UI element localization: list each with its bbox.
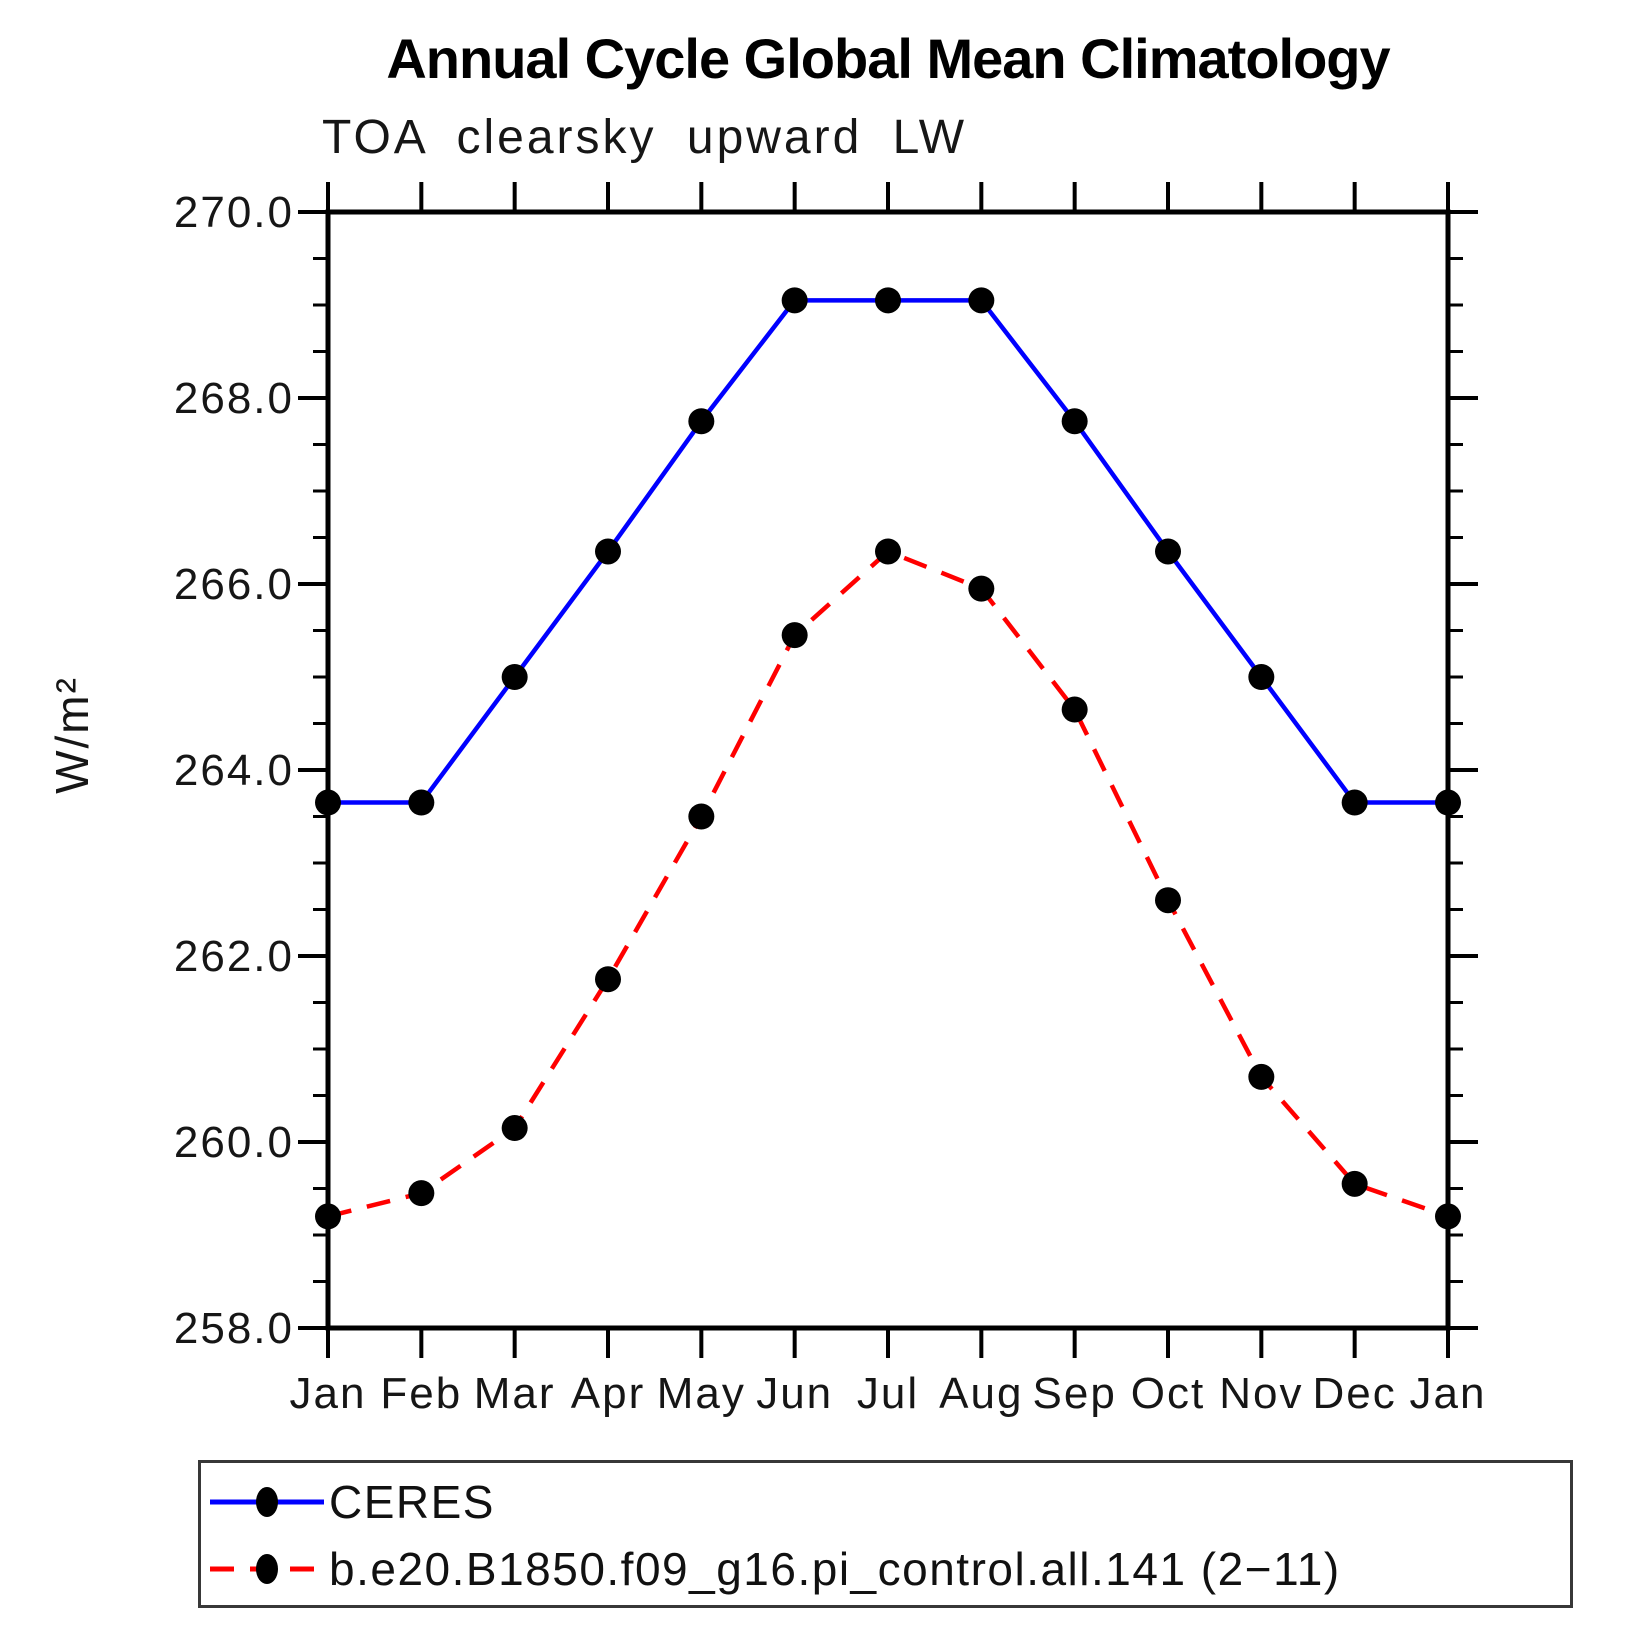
series-marker-model [688, 803, 715, 830]
plot-frame [325, 209, 1451, 1331]
y-tick-label: 262.0 [174, 932, 294, 981]
series-line-model [327, 548, 1449, 1219]
x-tick-label: Mar [474, 1369, 556, 1418]
chart-subtitle: TOA clearsky upward LW [322, 111, 968, 164]
series-marker-model [501, 1115, 528, 1142]
y-tick-label: 264.0 [174, 746, 294, 795]
legend-marker-dot [256, 1554, 278, 1584]
y-tick-label: 260.0 [174, 1118, 294, 1167]
legend-sample-ceres [210, 1487, 324, 1517]
legend-sample-model [210, 1554, 324, 1584]
series-marker-ceres [408, 789, 435, 816]
series-marker-ceres [595, 538, 621, 565]
x-tick-label: Oct [1131, 1369, 1205, 1418]
series-marker-model [315, 1203, 341, 1230]
series-marker-model [968, 575, 995, 602]
series-marker-ceres [781, 287, 808, 314]
series-marker-ceres [968, 287, 995, 314]
x-tick-label: Apr [571, 1369, 645, 1418]
legend-row-model: b.e20.B1850.f09_g16.pi_control.all.141 (… [207, 1543, 1341, 1595]
series-marker-ceres [315, 789, 341, 816]
series-marker-ceres [1435, 789, 1461, 816]
series-marker-model [1061, 696, 1088, 723]
series-marker-ceres [501, 664, 528, 690]
series-marker-ceres [1061, 408, 1088, 435]
series-marker-ceres [688, 408, 715, 435]
series-marker-model [781, 622, 808, 649]
series-marker-model [1341, 1170, 1368, 1197]
y-tick-label: 258.0 [174, 1304, 294, 1353]
legend: CERES b.e20.B1850.f09_g16.pi_control.all… [198, 1460, 1573, 1608]
series-marker-model [408, 1180, 435, 1207]
legend-label-model: b.e20.B1850.f09_g16.pi_control.all.141 (… [329, 1543, 1341, 1595]
legend-marker-dot [256, 1487, 278, 1517]
x-tick-label: Jun [756, 1369, 833, 1418]
series-marker-ceres [1248, 664, 1275, 690]
series-marker-model [1435, 1203, 1461, 1230]
y-tick-label: 266.0 [174, 560, 294, 609]
series-marker-model [1155, 887, 1181, 914]
chart-title: Annual Cycle Global Mean Climatology [386, 27, 1390, 90]
x-tick-label: Dec [1313, 1369, 1397, 1418]
series-marker-model [875, 538, 901, 565]
series-marker-model [595, 966, 621, 993]
series-marker-model [1248, 1063, 1275, 1090]
y-tick-label: 268.0 [174, 374, 294, 423]
series-marker-ceres [1155, 538, 1181, 565]
x-tick-label: Sep [1033, 1369, 1117, 1418]
series-marker-ceres [875, 287, 901, 314]
x-tick-label: Nov [1219, 1369, 1303, 1418]
x-tick-label: Aug [939, 1369, 1023, 1418]
y-tick-label: 270.0 [174, 188, 294, 237]
x-tick-label: Feb [380, 1369, 462, 1418]
legend-label-ceres: CERES [329, 1476, 495, 1528]
x-tick-label: Jan [1410, 1369, 1487, 1418]
legend-row-ceres: CERES [207, 1476, 495, 1528]
x-tick-label: Jul [857, 1369, 919, 1418]
series-marker-ceres [1341, 789, 1368, 816]
x-tick-label: May [657, 1369, 746, 1418]
x-tick-label: Jan [290, 1369, 367, 1418]
